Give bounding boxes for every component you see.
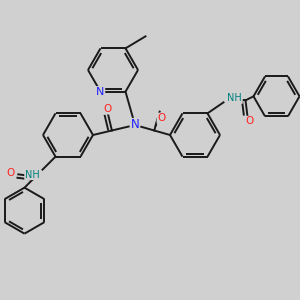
Text: N: N [96, 87, 105, 97]
Text: O: O [103, 104, 112, 114]
Text: NH: NH [25, 170, 40, 180]
Text: O: O [245, 116, 253, 126]
Text: O: O [6, 168, 15, 178]
Text: NH: NH [227, 93, 242, 103]
Text: O: O [157, 113, 165, 123]
Text: N: N [130, 118, 140, 131]
